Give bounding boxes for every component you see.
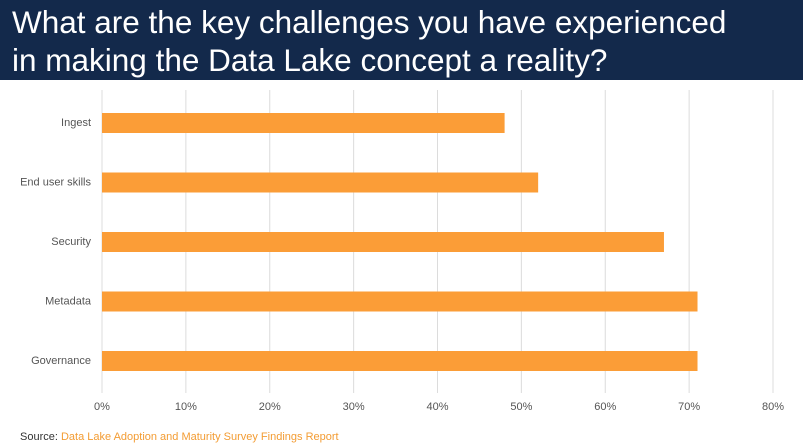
title-banner: What are the key challenges you have exp… <box>0 0 803 80</box>
chart-title-line-1: What are the key challenges you have exp… <box>12 4 727 40</box>
bar <box>102 113 505 133</box>
category-label: Security <box>51 236 91 248</box>
bar-chart: 0% 10% 20% 30% 40% 50% 60% 70% 80% Ingest End user… <box>20 90 784 413</box>
bar <box>102 351 698 371</box>
category-label: Governance <box>31 355 91 367</box>
x-tick-label: 0% <box>94 401 110 413</box>
category-label: Ingest <box>61 117 91 129</box>
category-label: Metadata <box>45 295 92 307</box>
x-tick-label: 30% <box>343 401 365 413</box>
bar <box>102 291 698 312</box>
chart-title-line-2: in making the Data Lake concept a realit… <box>12 42 608 78</box>
category-label: End user skills <box>20 176 91 188</box>
source-note: Source: Data Lake Adoption and Maturity … <box>20 431 339 443</box>
x-tick-label: 60% <box>594 401 616 413</box>
x-tick-label: 10% <box>175 401 197 413</box>
source-link[interactable]: Data Lake Adoption and Maturity Survey F… <box>60 431 339 443</box>
source-label: Source: <box>20 431 58 443</box>
x-tick-label: 70% <box>678 401 700 413</box>
x-tick-label: 80% <box>762 401 784 413</box>
x-tick-label: 50% <box>510 401 532 413</box>
bar <box>102 232 664 252</box>
x-tick-label: 40% <box>426 401 448 413</box>
x-tick-label: 20% <box>259 401 281 413</box>
bar <box>102 172 539 193</box>
